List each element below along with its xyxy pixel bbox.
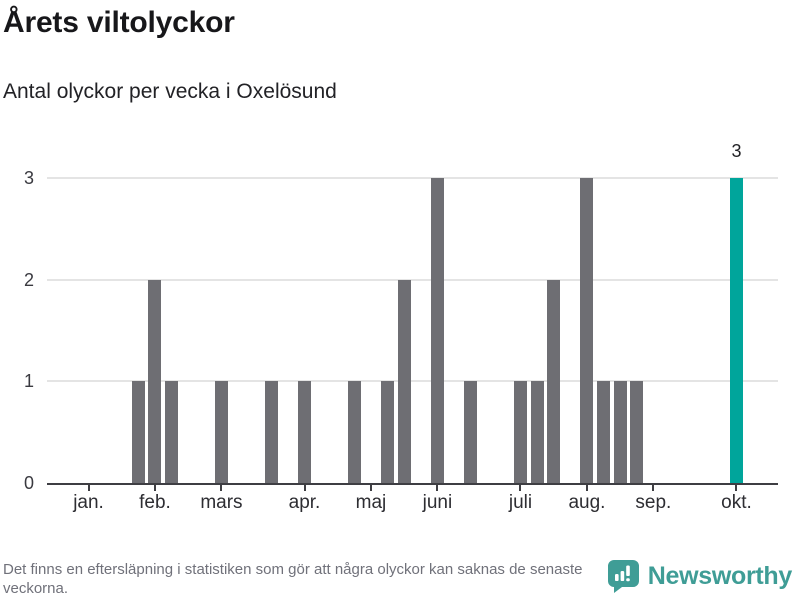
x-axis-label-apr: apr. [288,492,321,513]
bar-week-35 [613,381,627,483]
gridline-y1 [47,380,778,383]
gridline-y3 [47,177,778,179]
bar-week-16 [298,381,311,483]
bar-week-14 [264,381,278,483]
x-axis-label-maj: maj [355,492,387,513]
bar-week-7 [148,279,162,483]
x-axis-label-feb: feb. [139,492,171,513]
bar-week-30 [530,381,544,483]
gridline-y2 [47,278,778,281]
y-axis-label-2: 2 [23,269,34,290]
x-tick-juni [436,485,439,491]
x-tick-sep [652,485,655,491]
y-axis-label-3: 3 [23,168,34,188]
chart-subtitle: Antal olyckor per vecka i Oxelösund [3,80,337,103]
brand-name: Newsworthy [647,562,793,590]
x-axis-label-okt: okt. [721,492,752,513]
bar-week-11 [214,381,228,483]
bar-week-19 [347,381,361,483]
x-axis-label-jan: jan. [73,492,104,513]
x-tick-maj [369,485,372,491]
bar-week-31 [547,279,561,483]
plot-area [47,177,778,485]
highlight-value-label: 3 [731,141,742,161]
brand-lockup: Newsworthy [607,560,793,593]
x-axis-label-mars: mars [200,492,243,513]
y-axis-label-1: 1 [23,371,34,392]
x-tick-feb [153,485,156,491]
bar-week-26 [464,381,478,483]
x-tick-jan [87,485,90,491]
newsworthy-logo-icon [607,560,639,593]
x-axis-label-aug: aug. [568,492,606,513]
x-axis-label-juli: juli [508,492,533,513]
bar-week-22 [397,279,411,483]
bar-week-34 [597,381,611,483]
x-tick-apr [303,485,306,491]
bar-week-42 [729,178,743,483]
x-tick-mars [220,485,223,491]
bar-week-24 [430,178,444,483]
bar-week-29 [513,381,527,483]
bar-week-36 [630,381,644,483]
x-tick-okt [735,485,738,491]
x-axis-label-sep: sep. [635,492,672,513]
y-axis-label-0: 0 [23,473,34,493]
footnote: Det finns en eftersläpning i statistiken… [3,561,583,597]
bar-week-6 [131,381,145,483]
bar-week-33 [580,178,594,483]
x-tick-juli [519,485,522,491]
bar-week-21 [381,381,395,483]
x-axis-label-juni: juni [422,492,453,513]
bar-week-8 [165,381,179,483]
page-title: Årets viltolyckor [3,6,235,39]
x-tick-aug [585,485,588,491]
